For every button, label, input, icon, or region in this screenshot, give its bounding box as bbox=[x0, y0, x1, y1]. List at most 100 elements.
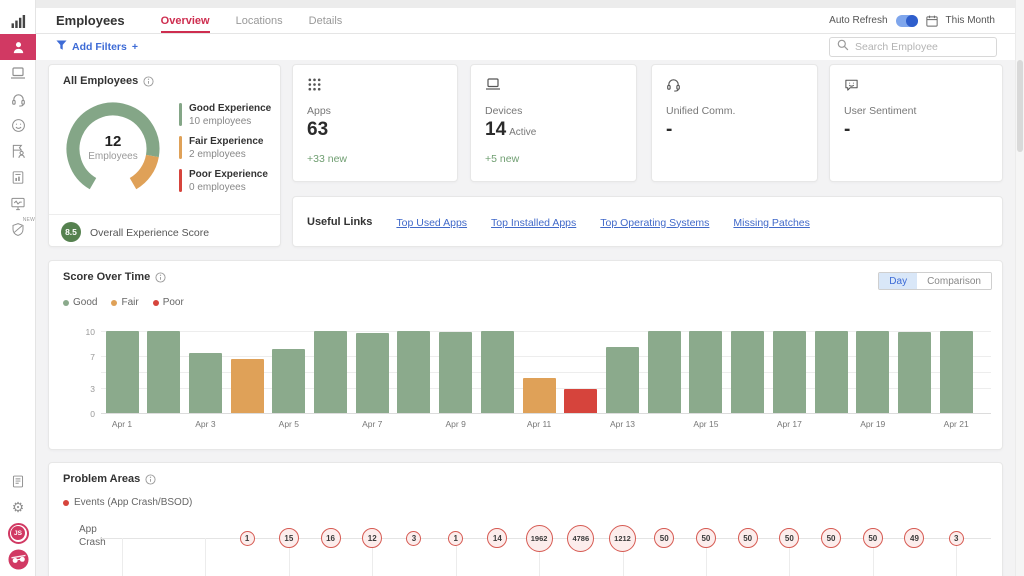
whiteboard-icon bbox=[11, 144, 26, 159]
bar-apr-16[interactable] bbox=[731, 331, 764, 413]
bar-apr-4[interactable] bbox=[231, 359, 264, 413]
bar-apr-18[interactable] bbox=[815, 331, 848, 413]
legend-item: Fair Experience2 employees bbox=[179, 136, 271, 160]
unified-comm-card: Unified Comm. - bbox=[651, 64, 818, 182]
bar-apr-8[interactable] bbox=[397, 331, 430, 413]
bar-apr-21[interactable] bbox=[940, 331, 973, 413]
tab-details[interactable]: Details bbox=[309, 8, 343, 33]
bar-apr-1[interactable] bbox=[106, 331, 139, 413]
auto-refresh-label: Auto Refresh bbox=[829, 15, 887, 26]
link-missing-patches[interactable]: Missing Patches bbox=[733, 217, 809, 229]
bar-apr-2[interactable] bbox=[147, 331, 180, 413]
laptop-icon bbox=[10, 66, 26, 80]
bar-apr-17[interactable] bbox=[773, 331, 806, 413]
sidebar-item-user-avatar[interactable]: JS bbox=[0, 520, 36, 546]
tab-overview[interactable]: Overview bbox=[161, 8, 210, 33]
sidebar-bottom-items: ⚙JS bbox=[0, 468, 36, 572]
event-count-apr-13[interactable]: 1212 bbox=[609, 525, 636, 552]
event-count-apr-15[interactable]: 50 bbox=[696, 528, 716, 548]
bar-apr-10[interactable] bbox=[481, 331, 514, 413]
useful-links-row: Top Used Apps Top Installed Apps Top Opera… bbox=[396, 213, 833, 231]
sidebar-item-brand-logo[interactable] bbox=[0, 546, 36, 572]
headset-icon bbox=[11, 92, 26, 107]
event-count-apr-17[interactable]: 50 bbox=[779, 528, 799, 548]
events-legend-dot bbox=[63, 500, 69, 506]
search-icon bbox=[837, 38, 849, 56]
bar-apr-6[interactable] bbox=[314, 331, 347, 413]
sidebar-item-release-notes[interactable] bbox=[0, 468, 36, 494]
event-count-apr-4[interactable]: 1 bbox=[240, 531, 255, 546]
add-filters-button[interactable]: Add Filters + bbox=[56, 40, 138, 54]
event-count-apr-16[interactable]: 50 bbox=[738, 528, 758, 548]
x-tick-label: Apr 13 bbox=[602, 419, 644, 429]
bar-apr-19[interactable] bbox=[856, 331, 889, 413]
tab-locations[interactable]: Locations bbox=[236, 8, 283, 33]
event-count-apr-21[interactable]: 3 bbox=[949, 531, 964, 546]
auto-refresh-toggle[interactable] bbox=[896, 15, 918, 27]
search-employee-box[interactable] bbox=[829, 37, 997, 57]
all-employees-title-text: All Employees bbox=[63, 75, 138, 87]
problem-areas-title-text: Problem Areas bbox=[63, 473, 140, 485]
event-count-apr-5[interactable]: 15 bbox=[279, 528, 299, 548]
filter-bar: Add Filters + bbox=[36, 34, 1015, 60]
legend-item: Good Experience10 employees bbox=[179, 103, 271, 127]
scrollbar[interactable] bbox=[1015, 0, 1024, 576]
experience-legend: Good Experience10 employees Fair Experien… bbox=[179, 103, 271, 202]
link-top-installed-apps[interactable]: Top Installed Apps bbox=[491, 217, 576, 229]
bar-apr-20[interactable] bbox=[898, 332, 931, 413]
event-count-apr-8[interactable]: 3 bbox=[406, 531, 421, 546]
laptop-icon bbox=[485, 77, 501, 96]
info-icon[interactable] bbox=[145, 474, 156, 485]
top-strip bbox=[36, 0, 1024, 8]
report-icon bbox=[11, 170, 25, 185]
sidebar-item-sentiment[interactable] bbox=[0, 112, 36, 138]
sidebar-item-security[interactable]: NEW bbox=[0, 216, 36, 242]
search-employee-input[interactable] bbox=[855, 41, 989, 53]
bar-apr-9[interactable] bbox=[439, 332, 472, 413]
event-count-apr-12[interactable]: 4786 bbox=[567, 525, 594, 552]
bar-apr-14[interactable] bbox=[648, 331, 681, 413]
sidebar-item-settings[interactable]: ⚙ bbox=[0, 494, 36, 520]
person-icon bbox=[11, 40, 26, 55]
y-tick-label: 3 bbox=[65, 384, 95, 394]
scrollbar-thumb[interactable] bbox=[1017, 60, 1023, 152]
bar-apr-7[interactable] bbox=[356, 333, 389, 413]
period-selector[interactable]: This Month bbox=[946, 15, 995, 26]
bar-apr-3[interactable] bbox=[189, 353, 222, 413]
sidebar-item-unified-comm[interactable] bbox=[0, 86, 36, 112]
kpi-value: - bbox=[666, 119, 672, 141]
shield-icon bbox=[11, 222, 25, 237]
event-count-apr-6[interactable]: 16 bbox=[321, 528, 341, 548]
event-count-apr-11[interactable]: 1962 bbox=[526, 525, 553, 552]
event-count-apr-9[interactable]: 1 bbox=[448, 531, 463, 546]
bar-apr-11[interactable] bbox=[523, 378, 556, 413]
bar-apr-12[interactable] bbox=[564, 389, 597, 413]
link-top-operating-systems[interactable]: Top Operating Systems bbox=[600, 217, 709, 229]
event-count-apr-18[interactable]: 50 bbox=[821, 528, 841, 548]
sidebar-item-devices[interactable] bbox=[0, 60, 36, 86]
sidebar-item-reports[interactable] bbox=[0, 164, 36, 190]
bar-apr-13[interactable] bbox=[606, 347, 639, 413]
event-count-apr-19[interactable]: 50 bbox=[863, 528, 883, 548]
link-top-used-apps[interactable]: Top Used Apps bbox=[396, 217, 467, 229]
notes-icon bbox=[11, 474, 25, 489]
event-count-apr-14[interactable]: 50 bbox=[654, 528, 674, 548]
info-icon[interactable] bbox=[143, 76, 154, 87]
header-right: Auto Refresh This Month bbox=[829, 8, 995, 33]
event-count-apr-20[interactable]: 49 bbox=[904, 528, 924, 548]
sidebar-item-monitoring[interactable] bbox=[0, 190, 36, 216]
sidebar-item-employees[interactable] bbox=[0, 34, 36, 60]
problem-areas-card: Problem Areas Events (App Crash/BSOD) Ap… bbox=[48, 462, 1003, 576]
x-tick-label: Apr 9 bbox=[435, 419, 477, 429]
row-label-line1: App bbox=[79, 523, 106, 536]
event-count-apr-7[interactable]: 12 bbox=[362, 528, 382, 548]
sidebar-top-items: NEW bbox=[0, 8, 36, 242]
sidebar-item-kiosk[interactable] bbox=[0, 138, 36, 164]
bar-apr-15[interactable] bbox=[689, 331, 722, 413]
toggle-knob bbox=[906, 15, 918, 27]
kpi-title: Unified Comm. bbox=[666, 105, 735, 117]
sidebar-item-dashboard[interactable] bbox=[0, 8, 36, 34]
kpi-title: Devices bbox=[485, 105, 522, 117]
bar-apr-5[interactable] bbox=[272, 349, 305, 413]
event-count-apr-10[interactable]: 14 bbox=[487, 528, 507, 548]
